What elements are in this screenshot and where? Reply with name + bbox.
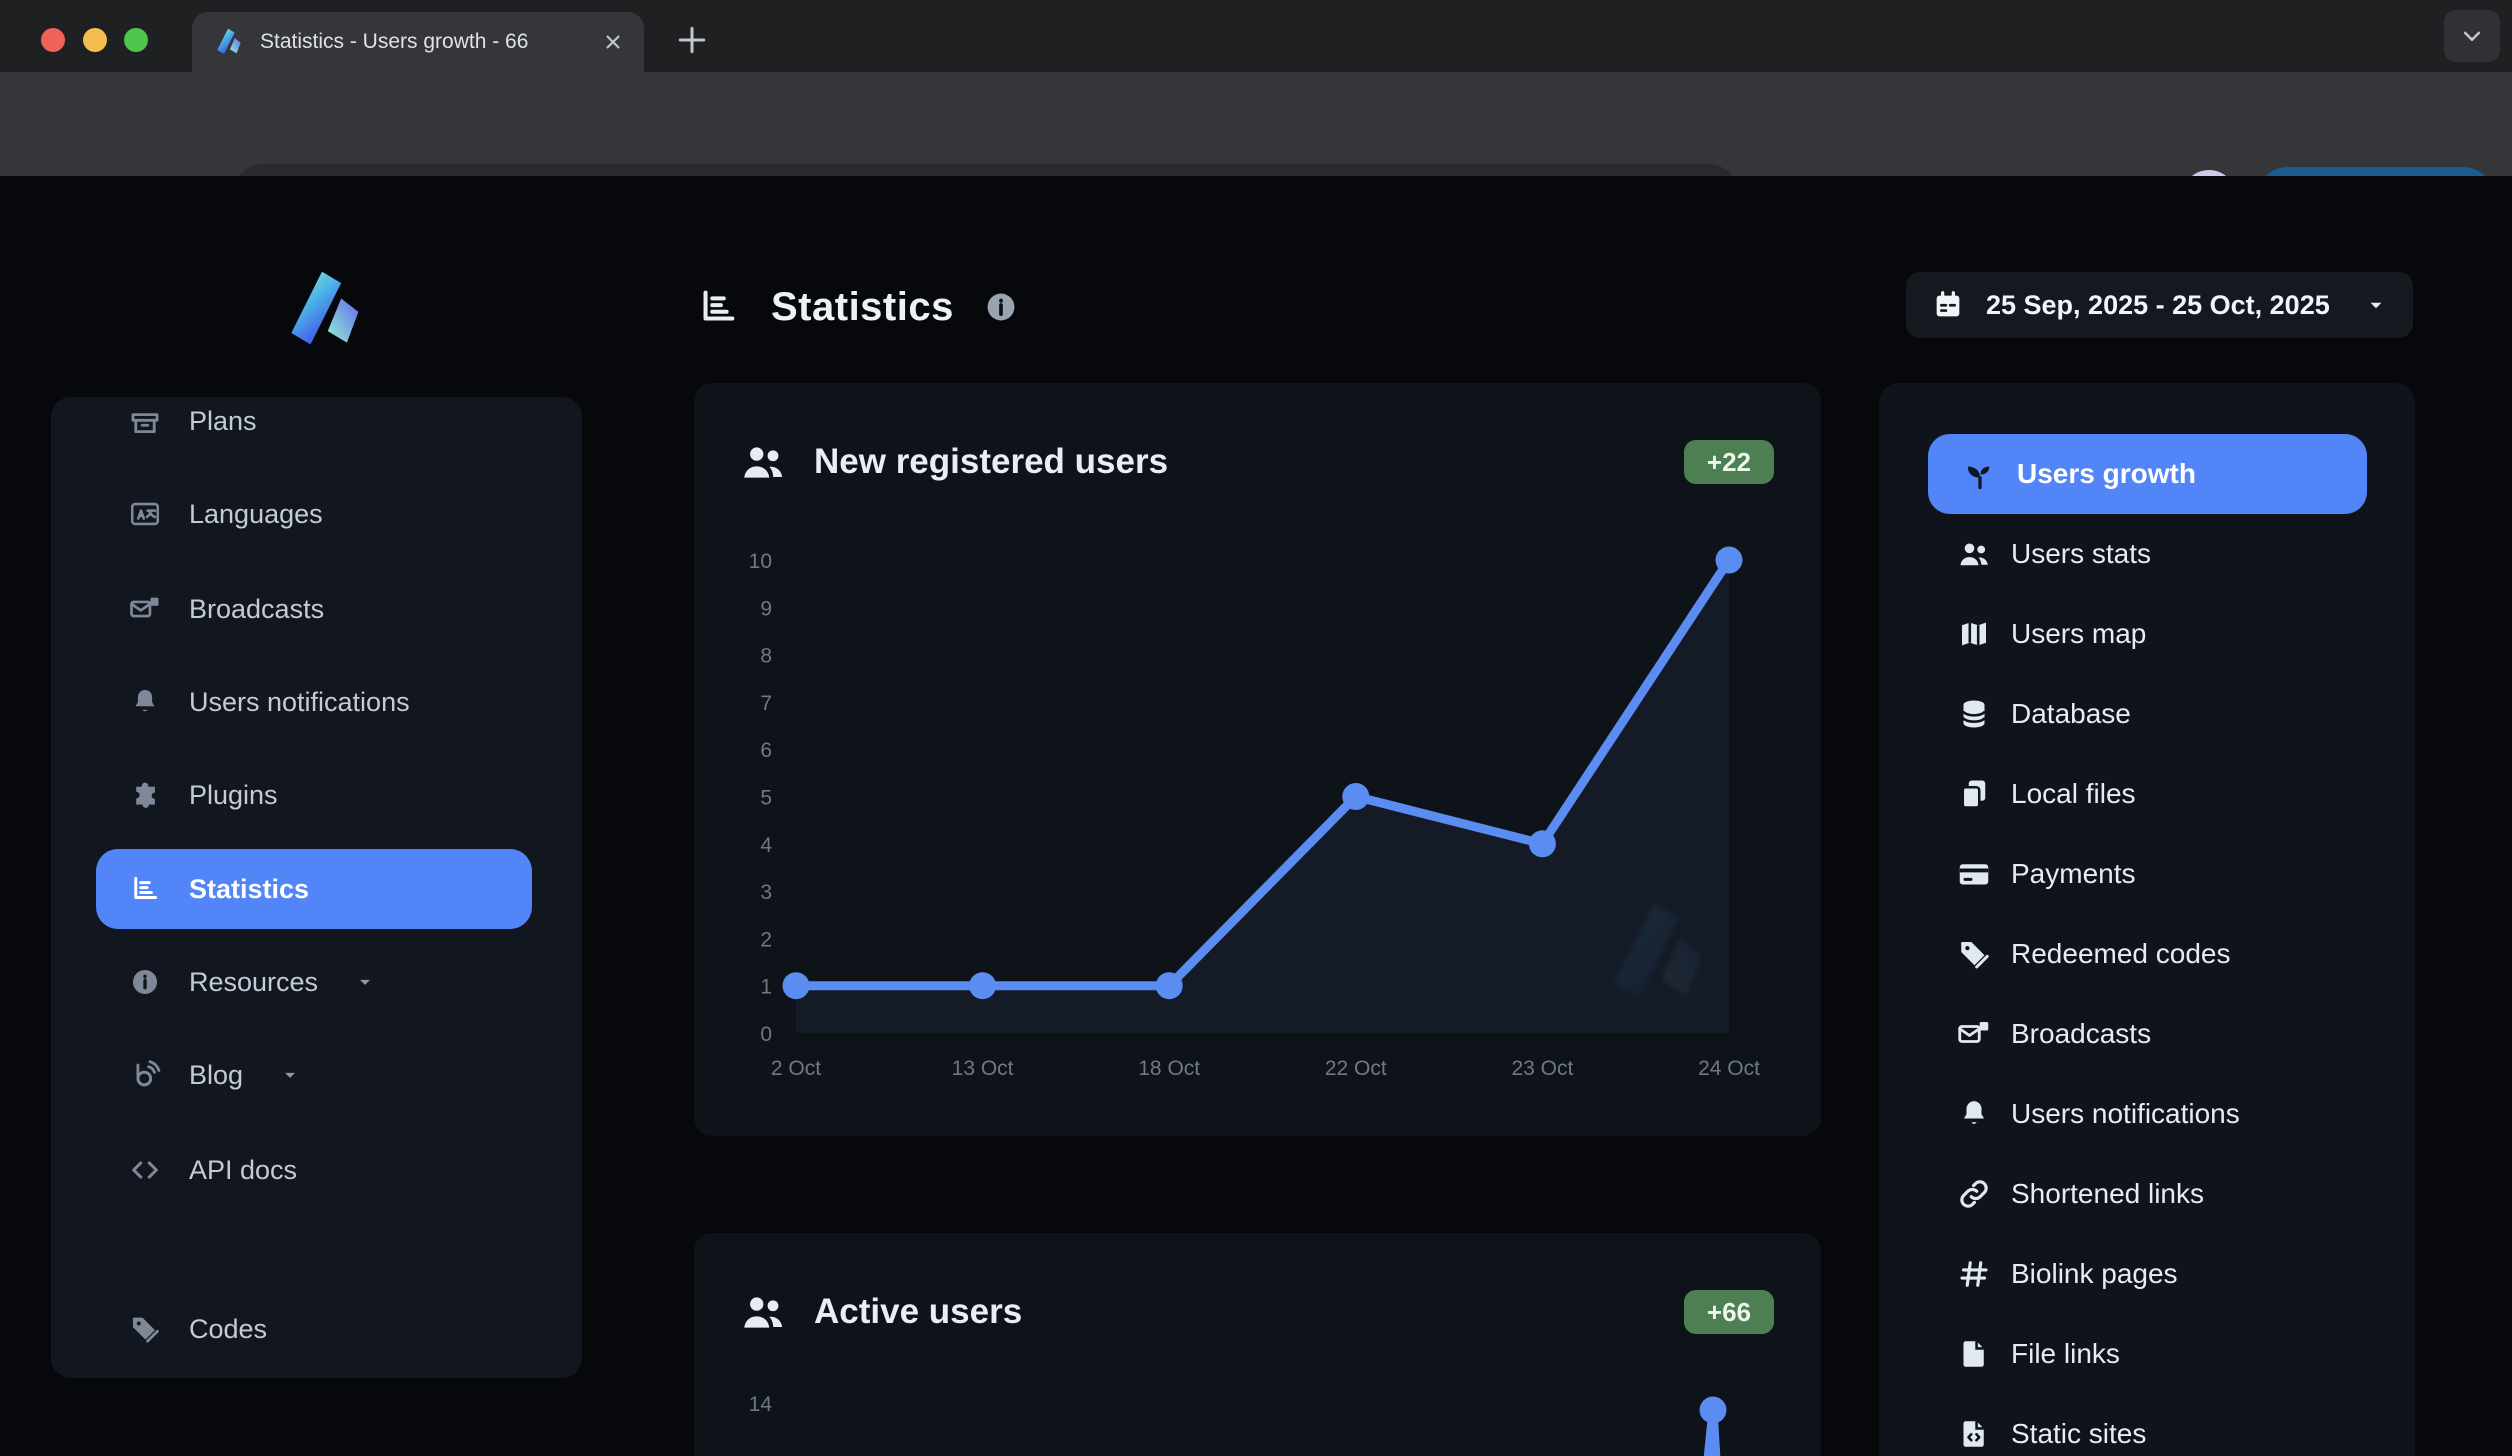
card-title: Active users <box>814 1292 1022 1332</box>
blog-icon <box>128 1058 162 1092</box>
minimize-window-button[interactable] <box>83 28 107 52</box>
translate-icon <box>128 497 162 531</box>
sidebar-item-blog[interactable]: Blog <box>51 1051 582 1099</box>
calendar-icon <box>1932 289 1964 321</box>
page-title: Statistics <box>771 285 954 330</box>
copy-files-icon <box>1956 776 1992 812</box>
info-circle-icon <box>128 965 162 999</box>
info-icon[interactable] <box>984 290 1018 324</box>
file-code-icon <box>1956 1416 1992 1452</box>
sidebar-item-broadcasts[interactable]: Broadcasts <box>51 585 582 633</box>
svg-text:5: 5 <box>760 787 772 810</box>
sidebar-item-languages[interactable]: Languages <box>51 490 582 538</box>
svg-text:8: 8 <box>760 645 772 668</box>
tags-icon <box>128 1312 162 1346</box>
mail-broadcast-icon <box>1956 1016 1992 1052</box>
right-item-payments[interactable]: Payments <box>1879 850 2415 898</box>
users-icon <box>1956 536 1992 572</box>
svg-text:22 Oct: 22 Oct <box>1325 1057 1387 1080</box>
right-item-local-files[interactable]: Local files <box>1879 770 2415 818</box>
right-item-users-stats[interactable]: Users stats <box>1879 530 2415 578</box>
app-content: Plans Languages Broadcasts Users notific… <box>0 176 2512 1456</box>
growth-badge: +66 <box>1684 1290 1774 1334</box>
svg-text:7: 7 <box>760 692 772 715</box>
map-icon <box>1956 616 1992 652</box>
link-icon <box>1956 1176 1992 1212</box>
left-sidebar: Plans Languages Broadcasts Users notific… <box>51 397 582 1378</box>
tag-icon <box>1956 936 1992 972</box>
right-sidebar: Users growth Users stats Users map Datab… <box>1879 383 2415 1456</box>
sidebar-item-plans[interactable]: Plans <box>51 397 582 445</box>
file-icon <box>1956 1336 1992 1372</box>
active-users-line-chart-partial[interactable] <box>1668 1393 1758 1456</box>
box-icon <box>128 404 162 438</box>
bar-chart-icon <box>128 872 162 906</box>
svg-text:0: 0 <box>760 1023 772 1046</box>
hash-icon <box>1956 1256 1992 1292</box>
right-item-redeemed-codes[interactable]: Redeemed codes <box>1879 930 2415 978</box>
bell-icon <box>128 685 162 719</box>
right-item-static-sites[interactable]: Static sites <box>1879 1410 2415 1456</box>
credit-card-icon <box>1956 856 1992 892</box>
right-item-users-growth-active[interactable]: Users growth <box>1928 434 2367 514</box>
mail-broadcast-icon <box>128 592 162 626</box>
tab-title: Statistics - Users growth - 66 <box>260 30 584 54</box>
svg-text:18 Oct: 18 Oct <box>1138 1057 1200 1080</box>
tab-search-chevron-button[interactable] <box>2444 10 2500 62</box>
sidebar-item-resources[interactable]: Resources <box>51 958 582 1006</box>
svg-text:9: 9 <box>760 597 772 620</box>
bell-icon <box>1956 1096 1992 1132</box>
right-item-database[interactable]: Database <box>1879 690 2415 738</box>
browser-window: Statistics - Users growth - 66 <box>0 0 2512 1456</box>
sidebar-item-users-notifications[interactable]: Users notifications <box>51 678 582 726</box>
new-registered-users-line-chart[interactable]: 0 1 2 3 4 5 6 7 8 9 10 2 Oct 13 Oct 18 Oct 22 Oct 23 Oc… <box>694 383 1821 1136</box>
code-icon <box>128 1153 162 1187</box>
zoom-window-button[interactable] <box>124 28 148 52</box>
sidebar-item-statistics-active[interactable]: Statistics <box>96 849 532 929</box>
leaderboard-chart-icon <box>695 284 741 330</box>
chevron-down-icon <box>280 1065 300 1085</box>
svg-text:3: 3 <box>760 881 772 904</box>
sidebar-item-codes[interactable]: Codes <box>51 1305 582 1353</box>
sidebar-item-plugins[interactable]: Plugins <box>51 771 582 819</box>
users-group-icon <box>738 1287 788 1337</box>
svg-text:24 Oct: 24 Oct <box>1698 1057 1760 1080</box>
page-header: Statistics <box>695 284 1018 330</box>
chevron-down-icon <box>2365 294 2387 316</box>
sidebar-item-api-docs[interactable]: API docs <box>51 1146 582 1194</box>
tab-strip: Statistics - Users growth - 66 <box>0 0 2512 72</box>
svg-text:6: 6 <box>760 739 772 762</box>
right-item-users-notifications[interactable]: Users notifications <box>1879 1090 2415 1138</box>
right-item-shortened-links[interactable]: Shortened links <box>1879 1170 2415 1218</box>
date-range-picker[interactable]: 25 Sep, 2025 - 25 Oct, 2025 <box>1906 272 2413 338</box>
browser-toolbar: Finish update <box>0 72 2512 176</box>
svg-text:4: 4 <box>760 834 772 857</box>
tab-close-icon[interactable] <box>600 29 626 55</box>
app-logo-icon <box>276 264 368 356</box>
active-users-card: Active users +66 14 <box>694 1233 1821 1456</box>
browser-tab[interactable]: Statistics - Users growth - 66 <box>192 12 644 72</box>
new-tab-button[interactable] <box>672 20 712 60</box>
svg-text:2: 2 <box>760 928 772 951</box>
puzzle-icon <box>128 778 162 812</box>
date-range-text: 25 Sep, 2025 - 25 Oct, 2025 <box>1986 290 2330 321</box>
svg-text:2 Oct: 2 Oct <box>771 1057 821 1080</box>
right-item-users-map[interactable]: Users map <box>1879 610 2415 658</box>
close-window-button[interactable] <box>41 28 65 52</box>
seedling-icon <box>1962 456 1998 492</box>
new-registered-users-card: New registered users +22 0123456789102 O… <box>694 383 1821 1136</box>
right-item-file-links[interactable]: File links <box>1879 1330 2415 1378</box>
right-item-broadcasts[interactable]: Broadcasts <box>1879 1010 2415 1058</box>
chevron-down-icon <box>355 972 375 992</box>
svg-text:13 Oct: 13 Oct <box>952 1057 1014 1080</box>
database-icon <box>1956 696 1992 732</box>
svg-text:10: 10 <box>749 550 772 573</box>
svg-text:23 Oct: 23 Oct <box>1511 1057 1573 1080</box>
svg-text:1: 1 <box>760 976 772 999</box>
site-favicon-logo-icon <box>212 26 244 58</box>
y-axis-tick-label: 14 <box>714 1393 772 1417</box>
right-item-biolink-pages[interactable]: Biolink pages <box>1879 1250 2415 1298</box>
